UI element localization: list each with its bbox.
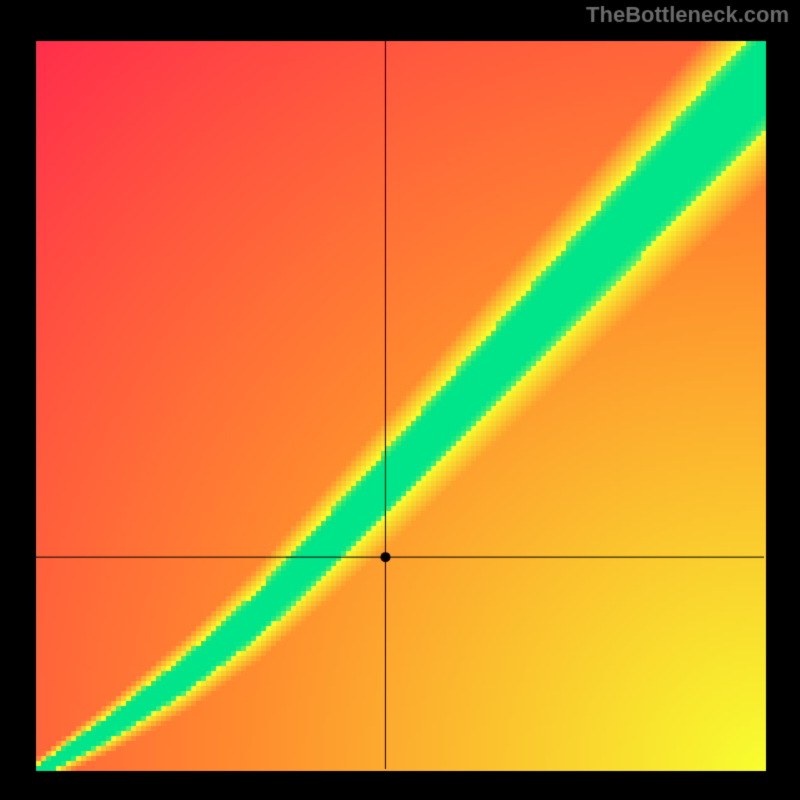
bottleneck-heatmap <box>0 0 800 800</box>
